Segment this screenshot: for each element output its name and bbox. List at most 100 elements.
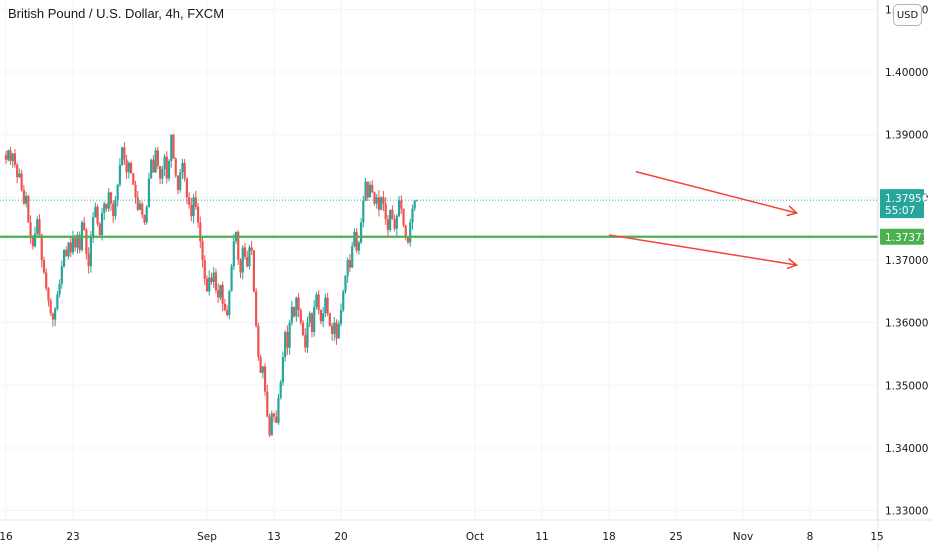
candle-body <box>38 219 41 235</box>
x-tick-label: Sep <box>197 531 217 543</box>
candle-body <box>304 335 307 348</box>
candle-body <box>147 178 151 207</box>
candle-body <box>65 249 68 257</box>
candle-body <box>56 294 59 309</box>
candle-body <box>100 213 104 235</box>
candle-body <box>326 297 329 314</box>
candle-body <box>214 272 218 291</box>
candle-body <box>301 322 305 336</box>
candle-body <box>270 413 273 436</box>
candle-body <box>165 156 168 179</box>
candle-body <box>92 217 95 239</box>
y-tick-label: 1.40000 <box>885 67 928 79</box>
candle-body <box>317 294 320 311</box>
candle-body <box>167 161 171 179</box>
support-price-badge[interactable] <box>880 228 924 245</box>
x-tick-label: 18 <box>602 531 615 543</box>
candle-body <box>125 159 128 173</box>
candle-body <box>243 247 247 257</box>
y-tick-label: 1.34000 <box>885 443 928 455</box>
candle-body <box>386 219 389 230</box>
trend-channel-lower-line <box>608 234 799 270</box>
candle-body <box>159 166 162 179</box>
candle-body <box>239 260 242 273</box>
x-tick-label: 16 <box>0 531 13 543</box>
x-tick-label: 11 <box>535 531 548 543</box>
candle-body <box>380 197 383 210</box>
currency-button[interactable]: USD <box>893 4 922 26</box>
candle-body <box>217 290 220 298</box>
candle-body <box>58 283 61 295</box>
candle-body <box>411 208 414 223</box>
candle-body <box>192 197 195 217</box>
candle-body <box>9 150 12 162</box>
candle-body <box>78 234 81 250</box>
candle-body <box>87 253 90 267</box>
candle-body <box>69 242 72 253</box>
candle-body <box>118 164 121 185</box>
candle-body <box>154 150 157 173</box>
candle-body <box>36 219 39 234</box>
candle-body <box>136 197 139 210</box>
candle-body <box>230 266 233 292</box>
candle-body <box>208 277 211 292</box>
x-tick-label: 20 <box>334 531 347 543</box>
candle-body <box>27 196 30 223</box>
x-tick-label: 13 <box>267 531 280 543</box>
candle-body <box>351 246 354 268</box>
x-tick-label: Oct <box>466 531 484 543</box>
candle-body <box>185 178 188 198</box>
candle-body <box>114 200 117 217</box>
candle-body <box>375 197 378 204</box>
candle-body <box>89 238 92 267</box>
candle-body <box>210 277 213 282</box>
time-axis[interactable]: 16 23 Sep 13 20 Oct 11 18 25 Nov 8 15 <box>0 519 932 543</box>
x-tick-label: 15 <box>870 531 883 543</box>
candle-body <box>116 184 119 201</box>
candle-body <box>188 197 191 205</box>
candle-body <box>237 231 240 260</box>
support-price-label: 1.37371 <box>885 232 928 244</box>
candle-body <box>299 310 302 323</box>
candle-body <box>362 200 365 223</box>
candle-body <box>413 200 416 209</box>
candle-body <box>181 162 184 173</box>
candle-body <box>156 150 159 167</box>
y-tick-label: 1.33000 <box>885 506 928 518</box>
candle-body <box>83 222 86 230</box>
candle-body <box>109 192 113 204</box>
candle-body <box>313 306 316 333</box>
candle-body <box>373 192 376 204</box>
candle-body <box>306 322 309 348</box>
candle-body <box>286 332 289 348</box>
candle-body <box>246 256 249 267</box>
candle-body <box>18 173 21 178</box>
candle-body <box>393 219 396 229</box>
price-axis[interactable]: 1.410001.400001.390001.380001.370001.360… <box>877 0 929 550</box>
candle-body <box>129 162 133 174</box>
candle-body <box>16 164 19 178</box>
candle-body <box>232 241 235 267</box>
candle-body <box>49 300 52 314</box>
x-tick-label: Nov <box>733 531 754 543</box>
candle-body <box>275 416 278 423</box>
candle-body <box>145 206 148 223</box>
candle-body <box>194 197 197 207</box>
candle-body <box>279 382 282 398</box>
candle-body <box>138 203 142 210</box>
candle-body <box>33 233 37 247</box>
current-price-badge[interactable] <box>880 189 924 219</box>
candle-body <box>324 297 327 314</box>
countdown-label: 55:07 <box>885 205 915 217</box>
candle-body <box>183 162 186 179</box>
candle-body <box>333 322 336 334</box>
candle-body <box>176 175 180 190</box>
candle-body <box>257 325 260 358</box>
grid-lines <box>0 0 878 520</box>
candle-body <box>170 134 173 162</box>
candle-body <box>7 150 10 160</box>
candle-body <box>389 209 392 230</box>
candle-body <box>346 260 349 276</box>
candle-body <box>284 332 287 358</box>
